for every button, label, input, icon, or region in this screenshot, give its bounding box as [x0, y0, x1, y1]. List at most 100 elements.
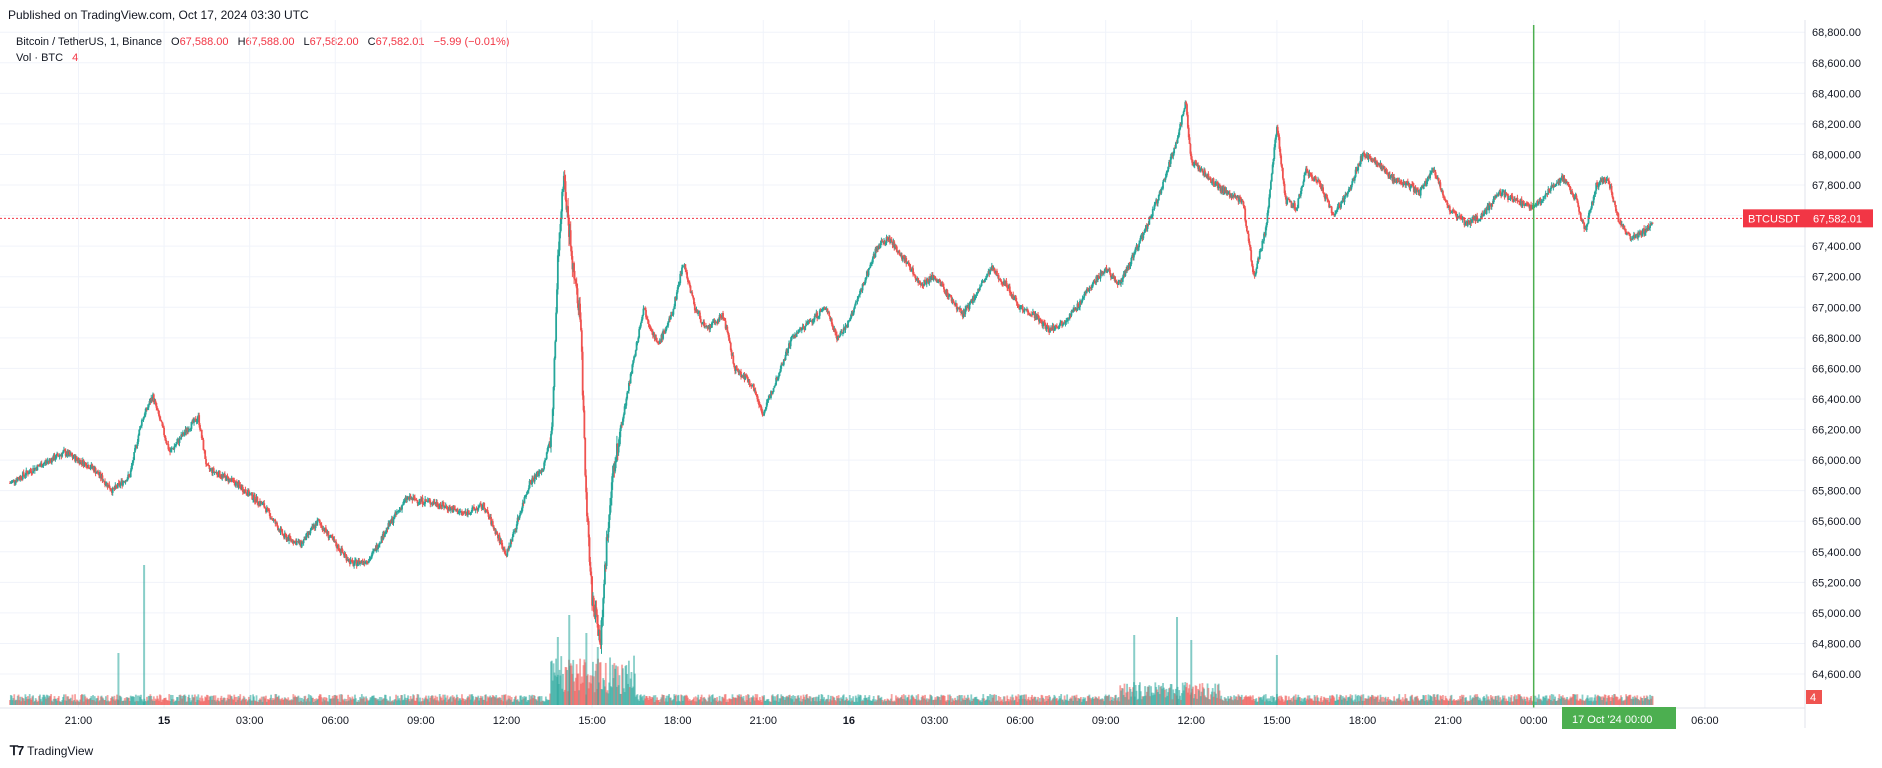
volume-bar: [1651, 696, 1654, 705]
candle-body: [1066, 320, 1069, 322]
candle-body: [37, 464, 40, 466]
candle-body: [603, 583, 605, 599]
candle-body: [483, 502, 486, 509]
candle-body: [646, 319, 649, 321]
candle-body: [582, 395, 585, 411]
candle-body: [863, 284, 866, 285]
candle-body: [42, 464, 45, 467]
candle-body: [1072, 309, 1075, 312]
candle-body: [1067, 318, 1070, 320]
candle-body: [263, 503, 266, 508]
candle-body: [1174, 142, 1177, 149]
candle-body: [144, 411, 147, 417]
candle-body: [396, 511, 399, 512]
volume-bar: [449, 696, 452, 705]
candle-body: [1061, 321, 1063, 326]
candle-body: [443, 505, 445, 508]
candle-body: [1016, 302, 1019, 306]
candle-body: [1177, 135, 1180, 139]
volume-bar: [915, 695, 918, 705]
candle-body: [722, 313, 724, 318]
candle-body: [924, 280, 926, 281]
volume-bar: [663, 695, 665, 705]
candle-body: [295, 541, 298, 545]
candle-body: [1246, 225, 1248, 232]
candle-body: [1120, 280, 1122, 284]
candle-body: [766, 400, 769, 403]
candle-body: [905, 258, 908, 264]
candle-body: [835, 332, 837, 335]
candle-body: [812, 319, 815, 321]
candle-body: [264, 507, 266, 509]
candle-body: [997, 275, 1000, 280]
candle-body: [620, 424, 623, 429]
candle-body: [1043, 321, 1045, 323]
volume-bar: [312, 697, 314, 705]
candle-body: [817, 317, 819, 319]
candle-body: [645, 310, 647, 318]
candle-body: [757, 399, 760, 401]
candle-body: [1234, 194, 1236, 197]
candle-body: [1249, 245, 1252, 251]
volume-bar: [693, 697, 695, 705]
candle-body: [1115, 280, 1118, 284]
candle-body: [790, 336, 793, 341]
candle-body: [671, 314, 674, 316]
candle-body: [267, 508, 270, 510]
candle-body: [1265, 222, 1268, 228]
candle-body: [723, 317, 725, 319]
candle-body: [443, 507, 446, 509]
candle-body: [986, 273, 989, 277]
candle-body: [859, 290, 861, 295]
candle-body: [1252, 265, 1254, 273]
candle-body: [417, 502, 420, 504]
candle-body: [607, 528, 610, 538]
candle-body: [874, 248, 877, 258]
volume-bar: [1263, 694, 1265, 705]
candle-body: [1092, 280, 1095, 283]
volume-bar: [904, 695, 907, 705]
candle-body: [723, 318, 726, 321]
candle-body: [281, 529, 284, 535]
candle-body: [95, 472, 98, 474]
candle-body: [651, 331, 654, 336]
candle-body: [1081, 298, 1084, 301]
candle-body: [109, 488, 112, 490]
volume-bar: [1192, 686, 1194, 705]
candle-body: [627, 390, 629, 393]
volume-bar: [93, 696, 96, 705]
candle-body: [1012, 294, 1015, 300]
candle-body: [829, 315, 831, 319]
candle-body: [104, 481, 106, 486]
volume-bar: [472, 696, 474, 705]
candle-body: [520, 508, 523, 513]
candle-body: [1044, 322, 1046, 326]
candle-body: [291, 539, 294, 543]
candle-body: [713, 321, 716, 323]
volume-bar: [104, 696, 107, 705]
candle-body: [664, 329, 667, 333]
candle-body: [953, 302, 956, 304]
candle-body: [746, 377, 749, 382]
candle-body: [79, 460, 82, 464]
candle-body: [782, 359, 785, 365]
candle-body: [908, 265, 911, 268]
candle-body: [758, 405, 761, 407]
candle-body: [574, 278, 576, 280]
candle-body: [782, 364, 784, 366]
candle-body: [274, 520, 277, 524]
candle-body: [1270, 173, 1273, 182]
candle-body: [834, 329, 837, 333]
candle-body: [416, 500, 419, 504]
legend-open: 67,588.00: [179, 36, 229, 48]
candle-body: [813, 315, 816, 320]
candle-body: [1188, 137, 1191, 144]
volume-bar: [1393, 696, 1396, 705]
candle-body: [160, 420, 163, 422]
volume-spike: [117, 653, 120, 705]
volume-bar: [859, 695, 862, 705]
volume-bar: [176, 697, 179, 705]
candle-body: [226, 475, 229, 477]
candle-body: [824, 309, 827, 311]
